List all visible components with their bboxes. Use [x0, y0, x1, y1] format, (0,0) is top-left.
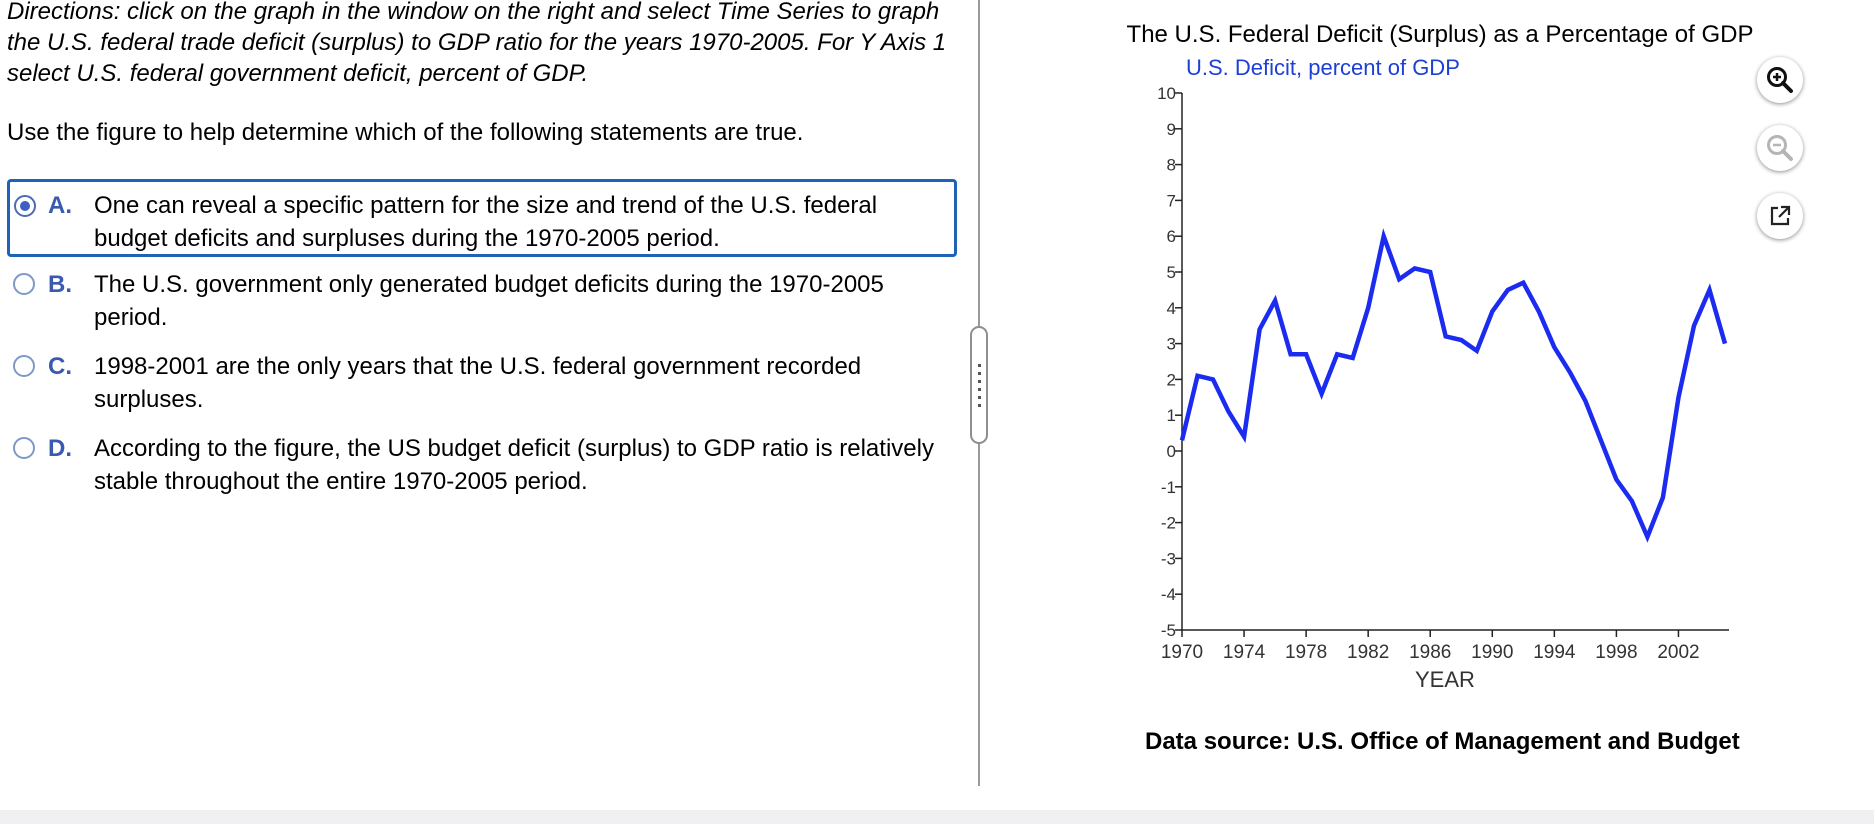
y-tick-label: -1	[1161, 478, 1176, 497]
chart-series	[1179, 228, 1728, 543]
option-letter: A.	[48, 192, 72, 219]
series-label: U.S. Deficit, percent of GDP	[1186, 55, 1460, 80]
x-axis-title: YEAR	[1415, 667, 1475, 692]
y-tick-label: 1	[1167, 406, 1176, 425]
y-tick-label: 0	[1167, 442, 1176, 461]
directions-text: Directions: click on the graph in the wi…	[7, 0, 947, 87]
y-tick-label: 10	[1157, 84, 1176, 103]
y-tick-label: -2	[1161, 514, 1176, 533]
answer-option-a[interactable]: A. One can reveal a specific pattern for…	[7, 179, 957, 257]
answer-option-b[interactable]: B. The U.S. government only generated bu…	[7, 268, 957, 338]
option-letter: C.	[48, 353, 72, 380]
y-tick-label: 4	[1167, 299, 1176, 318]
y-tick-label: -3	[1161, 549, 1176, 568]
pane-resize-handle[interactable]	[970, 326, 988, 444]
y-tick-label: 3	[1167, 335, 1176, 354]
y-tick-label: -4	[1161, 585, 1176, 604]
x-tick-label: 1990	[1471, 642, 1513, 663]
y-tick-label: 6	[1167, 227, 1176, 246]
y-tick-label: 9	[1167, 120, 1176, 139]
x-tick-label: 1974	[1223, 642, 1266, 663]
y-tick-label: 7	[1167, 191, 1176, 210]
zoom-in-button[interactable]	[1757, 57, 1803, 103]
bottom-bar	[0, 810, 1874, 824]
option-letter: D.	[48, 435, 72, 462]
question-prompt: Use the figure to help determine which o…	[7, 119, 804, 146]
radio-d[interactable]	[13, 437, 35, 459]
x-tick-label: 1986	[1409, 642, 1451, 663]
option-text: According to the figure, the US budget d…	[94, 435, 934, 495]
option-text: The U.S. government only generated budge…	[94, 271, 884, 331]
y-tick-label: 5	[1167, 263, 1176, 282]
radio-c[interactable]	[13, 355, 35, 377]
radio-b[interactable]	[13, 273, 35, 295]
option-text: 1998-2001 are the only years that the U.…	[94, 353, 862, 413]
option-letter: B.	[48, 271, 72, 298]
question-pane: Directions: click on the graph in the wi…	[7, 0, 957, 502]
x-tick-label: 1998	[1595, 642, 1637, 663]
chart-title: The U.S. Federal Deficit (Surplus) as a …	[1126, 21, 1754, 48]
y-tick-label: 8	[1167, 156, 1176, 175]
zoom-out-button[interactable]	[1757, 125, 1803, 171]
x-tick-label: 1970	[1161, 642, 1203, 663]
chart-axes	[1181, 93, 1729, 631]
radio-a[interactable]	[14, 195, 36, 217]
series-line	[1179, 228, 1728, 543]
external-link-icon	[1770, 205, 1791, 226]
x-tick-label: 1982	[1347, 642, 1389, 663]
zoom-in-icon	[1767, 67, 1793, 93]
y-tick-label: 2	[1167, 370, 1176, 389]
answer-option-c[interactable]: C. 1998-2001 are the only years that the…	[7, 350, 957, 420]
y-tick-label: -5	[1161, 621, 1176, 640]
x-tick-label: 1978	[1285, 642, 1327, 663]
grip-dots-icon	[978, 364, 981, 410]
zoom-out-icon	[1767, 135, 1793, 161]
option-text: One can reveal a specific pattern for th…	[94, 192, 878, 252]
answer-option-d[interactable]: D. According to the figure, the US budge…	[7, 432, 957, 502]
x-tick-label: 2002	[1657, 642, 1699, 663]
x-tick-label: 1994	[1533, 642, 1576, 663]
data-source-note: Data source: U.S. Office of Management a…	[1145, 728, 1740, 755]
popout-button[interactable]	[1757, 193, 1803, 239]
